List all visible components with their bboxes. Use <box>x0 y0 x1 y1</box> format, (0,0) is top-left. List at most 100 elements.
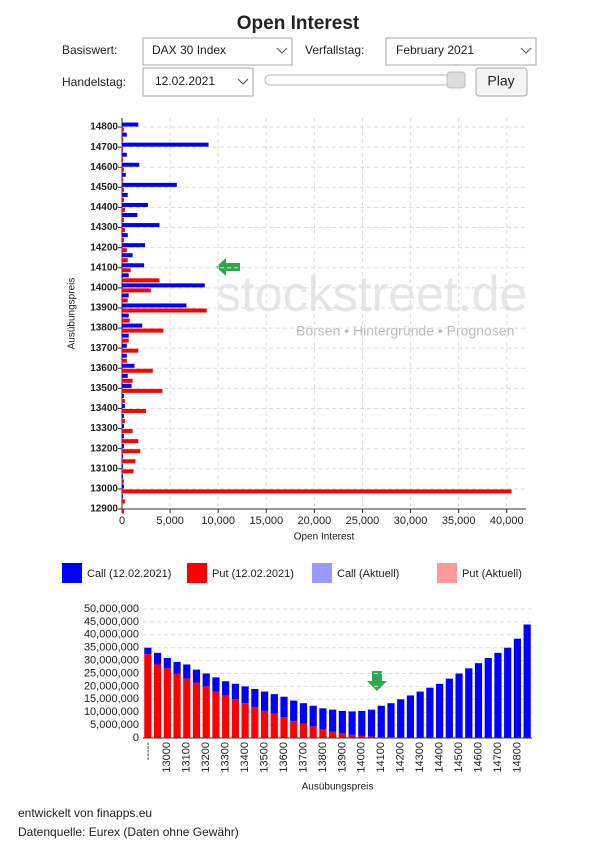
legend-label: Call (Aktuell) <box>337 568 399 580</box>
bar <box>122 152 127 157</box>
bar <box>251 688 259 708</box>
bar <box>231 699 239 738</box>
footer-text: Datenquelle: Eurex (Daten ohne Gewähr) <box>18 825 239 839</box>
bar <box>465 668 473 738</box>
x-tick-label: 35,000 <box>442 515 476 527</box>
bar <box>122 167 124 172</box>
x-tick-label: 13700 <box>297 742 309 773</box>
x-tick-label: 13600 <box>278 742 290 773</box>
bar <box>144 654 152 738</box>
bar <box>173 661 181 674</box>
y-tick-label: 14300 <box>90 222 118 233</box>
y-tick-label: 14800 <box>90 122 118 133</box>
bar <box>122 318 130 323</box>
y-tick-label: 5,000,000 <box>90 719 139 731</box>
legend-swatch <box>62 563 82 583</box>
y-tick-label: 14500 <box>90 182 118 193</box>
bar <box>122 459 136 464</box>
bar <box>122 343 127 348</box>
x-axis-label: Open Interest <box>294 532 355 543</box>
bar <box>122 424 124 429</box>
bar <box>122 358 127 363</box>
y-tick-label: 13300 <box>90 423 118 434</box>
bar <box>358 735 366 738</box>
x-tick-label: 30,000 <box>394 515 428 527</box>
x-tick-label: 13100 <box>181 742 193 773</box>
watermark: stockstreet.de <box>216 266 527 322</box>
bar <box>122 474 123 479</box>
bar <box>377 705 385 737</box>
legend-swatch <box>437 563 457 583</box>
select-value: 12.02.2021 <box>155 74 215 88</box>
bar <box>523 624 531 738</box>
bar <box>122 479 124 484</box>
bar <box>260 710 269 738</box>
bar <box>367 709 376 737</box>
bar <box>122 122 139 127</box>
bar <box>290 721 298 738</box>
bar <box>122 464 123 469</box>
bar <box>319 708 327 729</box>
bar <box>241 686 249 704</box>
play-button[interactable] <box>475 67 528 97</box>
bar <box>122 177 123 182</box>
bar <box>122 273 129 278</box>
y-tick-label: 45,000,000 <box>84 616 139 628</box>
slider-thumb[interactable] <box>446 71 466 89</box>
bar <box>122 469 134 474</box>
bar <box>231 683 239 700</box>
bar <box>251 707 259 738</box>
bar <box>474 663 483 738</box>
bar <box>122 439 139 444</box>
y-tick-label: 13900 <box>90 303 118 314</box>
bar <box>122 414 124 419</box>
bar <box>183 678 191 738</box>
bar <box>455 673 463 738</box>
bar <box>513 638 522 738</box>
bar <box>122 207 125 212</box>
bar <box>122 228 125 233</box>
y-tick-label: 25,000,000 <box>84 667 139 679</box>
bar <box>122 253 133 258</box>
bar <box>122 172 126 177</box>
y-tick-label: 35,000,000 <box>84 642 139 654</box>
legend-swatch <box>312 563 332 583</box>
y-tick-label: 15,000,000 <box>84 693 139 705</box>
bar <box>270 694 278 714</box>
x-tick-label: 13900 <box>336 742 348 773</box>
select[interactable] <box>385 37 537 66</box>
y-tick-label: 40,000,000 <box>84 629 139 641</box>
bar <box>299 723 308 738</box>
select[interactable] <box>142 67 254 97</box>
bar <box>122 192 128 197</box>
bar <box>122 509 124 514</box>
y-tick-label: 12900 <box>90 504 118 515</box>
bar <box>122 383 132 388</box>
bar <box>122 137 123 142</box>
bar <box>192 682 201 738</box>
bar <box>290 700 298 722</box>
bar <box>122 494 123 499</box>
legend-label: Put (12.02.2021) <box>212 568 294 580</box>
x-tick-label: 14300 <box>414 742 426 773</box>
y-tick-label: 50,000,000 <box>84 603 139 615</box>
bar <box>299 703 308 724</box>
select[interactable] <box>142 37 293 66</box>
chevron <box>237 78 249 85</box>
y-tick-label: 13000 <box>90 484 118 495</box>
bar <box>122 238 124 243</box>
bar <box>122 444 124 449</box>
slider[interactable] <box>264 74 466 86</box>
x-tick-label: 13000 <box>161 742 173 773</box>
bar <box>367 736 376 738</box>
bar <box>122 202 148 207</box>
bar <box>406 695 415 738</box>
chevron <box>276 47 288 54</box>
x-tick-label: 14400 <box>434 742 446 773</box>
bar <box>122 499 125 504</box>
bar <box>122 127 124 132</box>
bar <box>260 691 269 711</box>
bar <box>202 686 210 738</box>
bar <box>280 717 288 738</box>
x-tick-label: 13300 <box>220 742 232 773</box>
